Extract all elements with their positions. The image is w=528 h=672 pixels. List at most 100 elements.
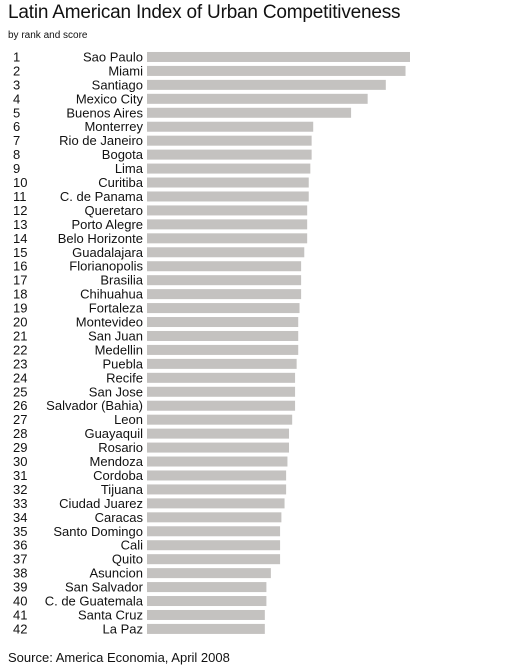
category-label: Puebla bbox=[103, 356, 144, 371]
rank-label: 35 bbox=[13, 524, 27, 539]
bar bbox=[147, 65, 406, 76]
rank-label: 12 bbox=[13, 203, 27, 218]
rank-label: 6 bbox=[13, 119, 20, 134]
bar bbox=[147, 526, 281, 537]
category-label: Chihuahua bbox=[80, 287, 144, 302]
category-label: Caracas bbox=[95, 510, 144, 525]
rank-label: 20 bbox=[13, 315, 27, 330]
rank-label: 36 bbox=[13, 538, 27, 553]
category-label: Brasilia bbox=[100, 273, 143, 288]
bar bbox=[147, 554, 281, 565]
category-label: La Paz bbox=[103, 621, 143, 636]
category-label: Rio de Janeiro bbox=[59, 133, 143, 148]
bar bbox=[147, 289, 302, 300]
bar bbox=[147, 163, 311, 174]
bar bbox=[147, 582, 267, 593]
rank-label: 42 bbox=[13, 621, 27, 636]
rank-label: 32 bbox=[13, 482, 27, 497]
rank-label: 23 bbox=[13, 356, 27, 371]
category-label: Fortaleza bbox=[89, 301, 144, 316]
category-label: Santo Domingo bbox=[53, 524, 143, 539]
bar bbox=[147, 358, 297, 369]
rank-label: 22 bbox=[13, 342, 27, 357]
bar bbox=[147, 344, 299, 355]
category-label: C. de Guatemala bbox=[45, 594, 144, 609]
bar bbox=[147, 135, 312, 146]
bar bbox=[147, 386, 296, 397]
bar bbox=[147, 623, 265, 634]
rank-label: 27 bbox=[13, 412, 27, 427]
bar bbox=[147, 79, 386, 90]
rank-label: 21 bbox=[13, 328, 27, 343]
category-label: Montevideo bbox=[76, 315, 143, 330]
bar bbox=[147, 470, 287, 481]
category-label: Florianopolis bbox=[69, 259, 143, 274]
bar bbox=[147, 596, 267, 607]
rank-label: 2 bbox=[13, 63, 20, 78]
category-label: San Juan bbox=[88, 328, 143, 343]
category-label: Quito bbox=[112, 552, 143, 567]
category-label: Monterrey bbox=[84, 119, 143, 134]
rank-label: 29 bbox=[13, 440, 27, 455]
category-label: Mexico City bbox=[76, 91, 144, 106]
rank-label: 16 bbox=[13, 259, 27, 274]
rank-label: 8 bbox=[13, 147, 20, 162]
category-label: San Salvador bbox=[65, 580, 144, 595]
rank-label: 14 bbox=[13, 231, 27, 246]
bar bbox=[147, 414, 293, 425]
bar bbox=[147, 121, 314, 132]
rank-label: 10 bbox=[13, 175, 27, 190]
category-label: Miami bbox=[108, 63, 143, 78]
rank-label: 39 bbox=[13, 580, 27, 595]
category-label: Guadalajara bbox=[72, 245, 144, 260]
category-label: Ciudad Juarez bbox=[59, 496, 143, 511]
bar bbox=[147, 51, 410, 62]
category-label: Sao Paulo bbox=[83, 49, 143, 64]
rank-label: 33 bbox=[13, 496, 27, 511]
category-label: Santa Cruz bbox=[78, 607, 143, 622]
bar bbox=[147, 303, 300, 314]
category-label: San Jose bbox=[89, 384, 143, 399]
category-label: Santiago bbox=[92, 77, 143, 92]
rank-label: 40 bbox=[13, 594, 27, 609]
rank-label: 26 bbox=[13, 398, 27, 413]
category-label: Salvador (Bahia) bbox=[46, 398, 143, 413]
bar bbox=[147, 512, 282, 523]
category-label: Queretaro bbox=[84, 203, 143, 218]
rank-label: 30 bbox=[13, 454, 27, 469]
bar bbox=[147, 233, 308, 244]
category-label: Bogota bbox=[102, 147, 144, 162]
bar bbox=[147, 372, 296, 383]
category-label: C. de Panama bbox=[60, 189, 144, 204]
rank-label: 13 bbox=[13, 217, 27, 232]
bar bbox=[147, 330, 299, 341]
rank-label: 4 bbox=[13, 91, 20, 106]
rank-label: 38 bbox=[13, 566, 27, 581]
rank-label: 19 bbox=[13, 301, 27, 316]
rank-label: 11 bbox=[13, 189, 27, 204]
category-label: Guayaquil bbox=[84, 426, 143, 441]
rank-label: 24 bbox=[13, 370, 27, 385]
bar bbox=[147, 93, 368, 104]
rank-label: 41 bbox=[13, 607, 27, 622]
rank-label: 34 bbox=[13, 510, 27, 525]
rank-label: 15 bbox=[13, 245, 27, 260]
chart-title: Latin American Index of Urban Competitiv… bbox=[8, 2, 401, 23]
category-label: Recife bbox=[106, 370, 143, 385]
bar bbox=[147, 219, 308, 230]
category-label: Tijuana bbox=[101, 482, 144, 497]
category-label: Medellin bbox=[95, 342, 143, 357]
category-label: Lima bbox=[115, 161, 144, 176]
category-label: Asuncion bbox=[90, 566, 143, 581]
category-label: Leon bbox=[114, 412, 143, 427]
category-label: Mendoza bbox=[90, 454, 144, 469]
rank-label: 1 bbox=[13, 49, 20, 64]
rank-label: 3 bbox=[13, 77, 20, 92]
bar bbox=[147, 317, 299, 328]
rank-label: 9 bbox=[13, 161, 20, 176]
bar bbox=[147, 498, 285, 509]
rank-label: 31 bbox=[13, 468, 27, 483]
category-label: Belo Horizonte bbox=[58, 231, 143, 246]
rank-label: 18 bbox=[13, 287, 27, 302]
